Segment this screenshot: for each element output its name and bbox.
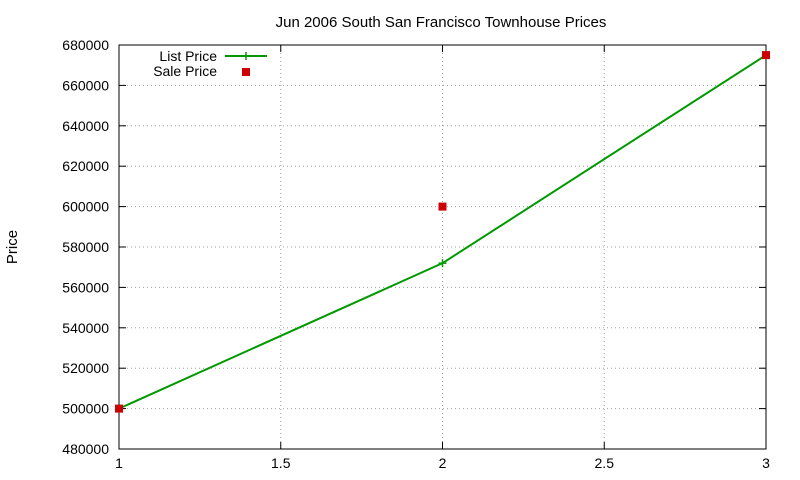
- sale-price-point: [762, 51, 770, 60]
- legend-label-sale-price: Sale Price: [153, 63, 217, 79]
- x-tick-label: 1: [115, 455, 123, 471]
- y-tick-label: 500000: [62, 401, 109, 417]
- y-tick-label: 680000: [62, 37, 109, 53]
- y-tick-label: 620000: [62, 158, 109, 174]
- sale-price-point: [115, 404, 123, 413]
- x-tick-label: 2.5: [595, 455, 615, 471]
- y-tick-label: 480000: [62, 441, 109, 457]
- y-tick-label: 560000: [62, 279, 109, 295]
- y-tick-label: 520000: [62, 360, 109, 376]
- list-price-line: [118, 54, 767, 410]
- series-layer: [115, 51, 770, 413]
- x-tick-label: 2: [439, 455, 447, 471]
- legend-sample-sale-price-marker: [242, 68, 250, 76]
- x-tick-label: 3: [762, 455, 770, 471]
- legend-label-list-price: List Price: [159, 48, 217, 64]
- legend: List Price Sale Price: [153, 48, 267, 79]
- y-tick-label: 660000: [62, 77, 109, 93]
- axes: 1 1.5 2 2.5 3 480000 500000 520000 540000 560000 5…: [62, 37, 770, 471]
- sale-price-point: [438, 202, 447, 211]
- y-tick-label: 640000: [62, 118, 109, 134]
- chart-title: Jun 2006 South San Francisco Townhouse P…: [276, 14, 607, 31]
- grid-lines: [119, 45, 766, 449]
- list-price-point: [438, 259, 447, 268]
- legend-sample-list-price-marker: [242, 52, 250, 60]
- y-tick-label: 540000: [62, 320, 109, 336]
- x-tick-label: 1.5: [271, 455, 291, 471]
- y-tick-label: 580000: [62, 239, 109, 255]
- y-tick-label: 600000: [62, 199, 109, 215]
- y-axis-label: Price: [4, 230, 21, 264]
